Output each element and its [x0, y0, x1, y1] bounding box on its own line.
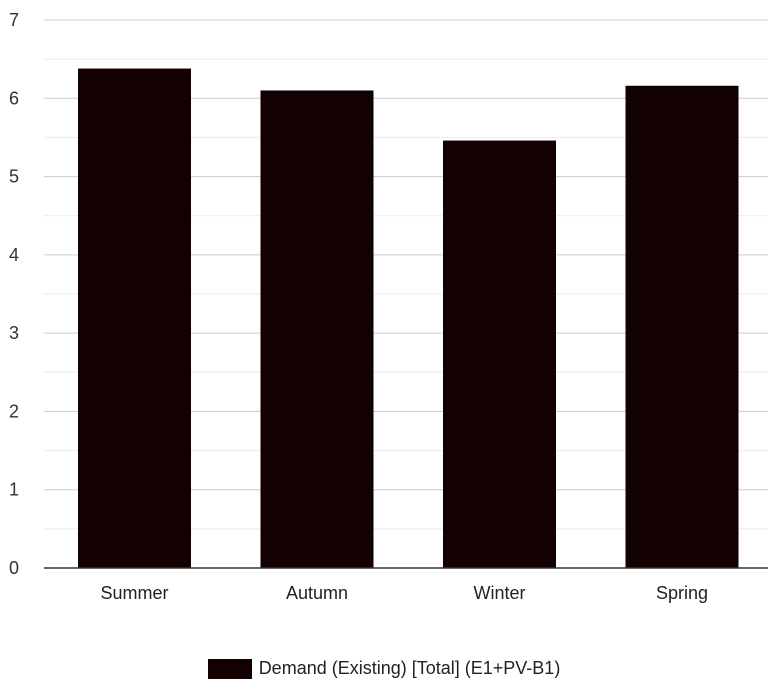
y-axis-tick-labels: 0 1 2 3 4 5 6 7 — [9, 10, 19, 578]
bars — [78, 68, 739, 568]
x-category-label: Winter — [473, 583, 525, 603]
legend[interactable]: Demand (Existing) [Total] (E1+PV-B1) — [0, 658, 768, 679]
legend-swatch — [207, 658, 252, 679]
bar-autumn[interactable] — [260, 90, 374, 568]
legend-label: Demand (Existing) [Total] (E1+PV-B1) — [258, 658, 561, 678]
bar-winter[interactable] — [443, 140, 556, 568]
y-tick-label: 1 — [9, 480, 19, 500]
y-tick-label: 3 — [9, 323, 19, 343]
x-category-label: Spring — [656, 583, 708, 603]
y-tick-label: 0 — [9, 558, 19, 578]
y-tick-label: 5 — [9, 167, 19, 187]
bar-summer[interactable] — [78, 68, 191, 568]
bar-chart: 0 1 2 3 4 5 6 7 Summer Autumn Winter Spring — [9, 10, 768, 603]
y-tick-label: 4 — [9, 245, 19, 265]
y-tick-label: 7 — [9, 10, 19, 30]
y-tick-label: 6 — [9, 88, 19, 108]
x-category-label: Summer — [100, 583, 168, 603]
x-axis-category-labels: Summer Autumn Winter Spring — [100, 583, 708, 603]
y-tick-label: 2 — [9, 401, 19, 421]
x-category-label: Autumn — [286, 583, 348, 603]
bar-spring[interactable] — [625, 85, 739, 568]
